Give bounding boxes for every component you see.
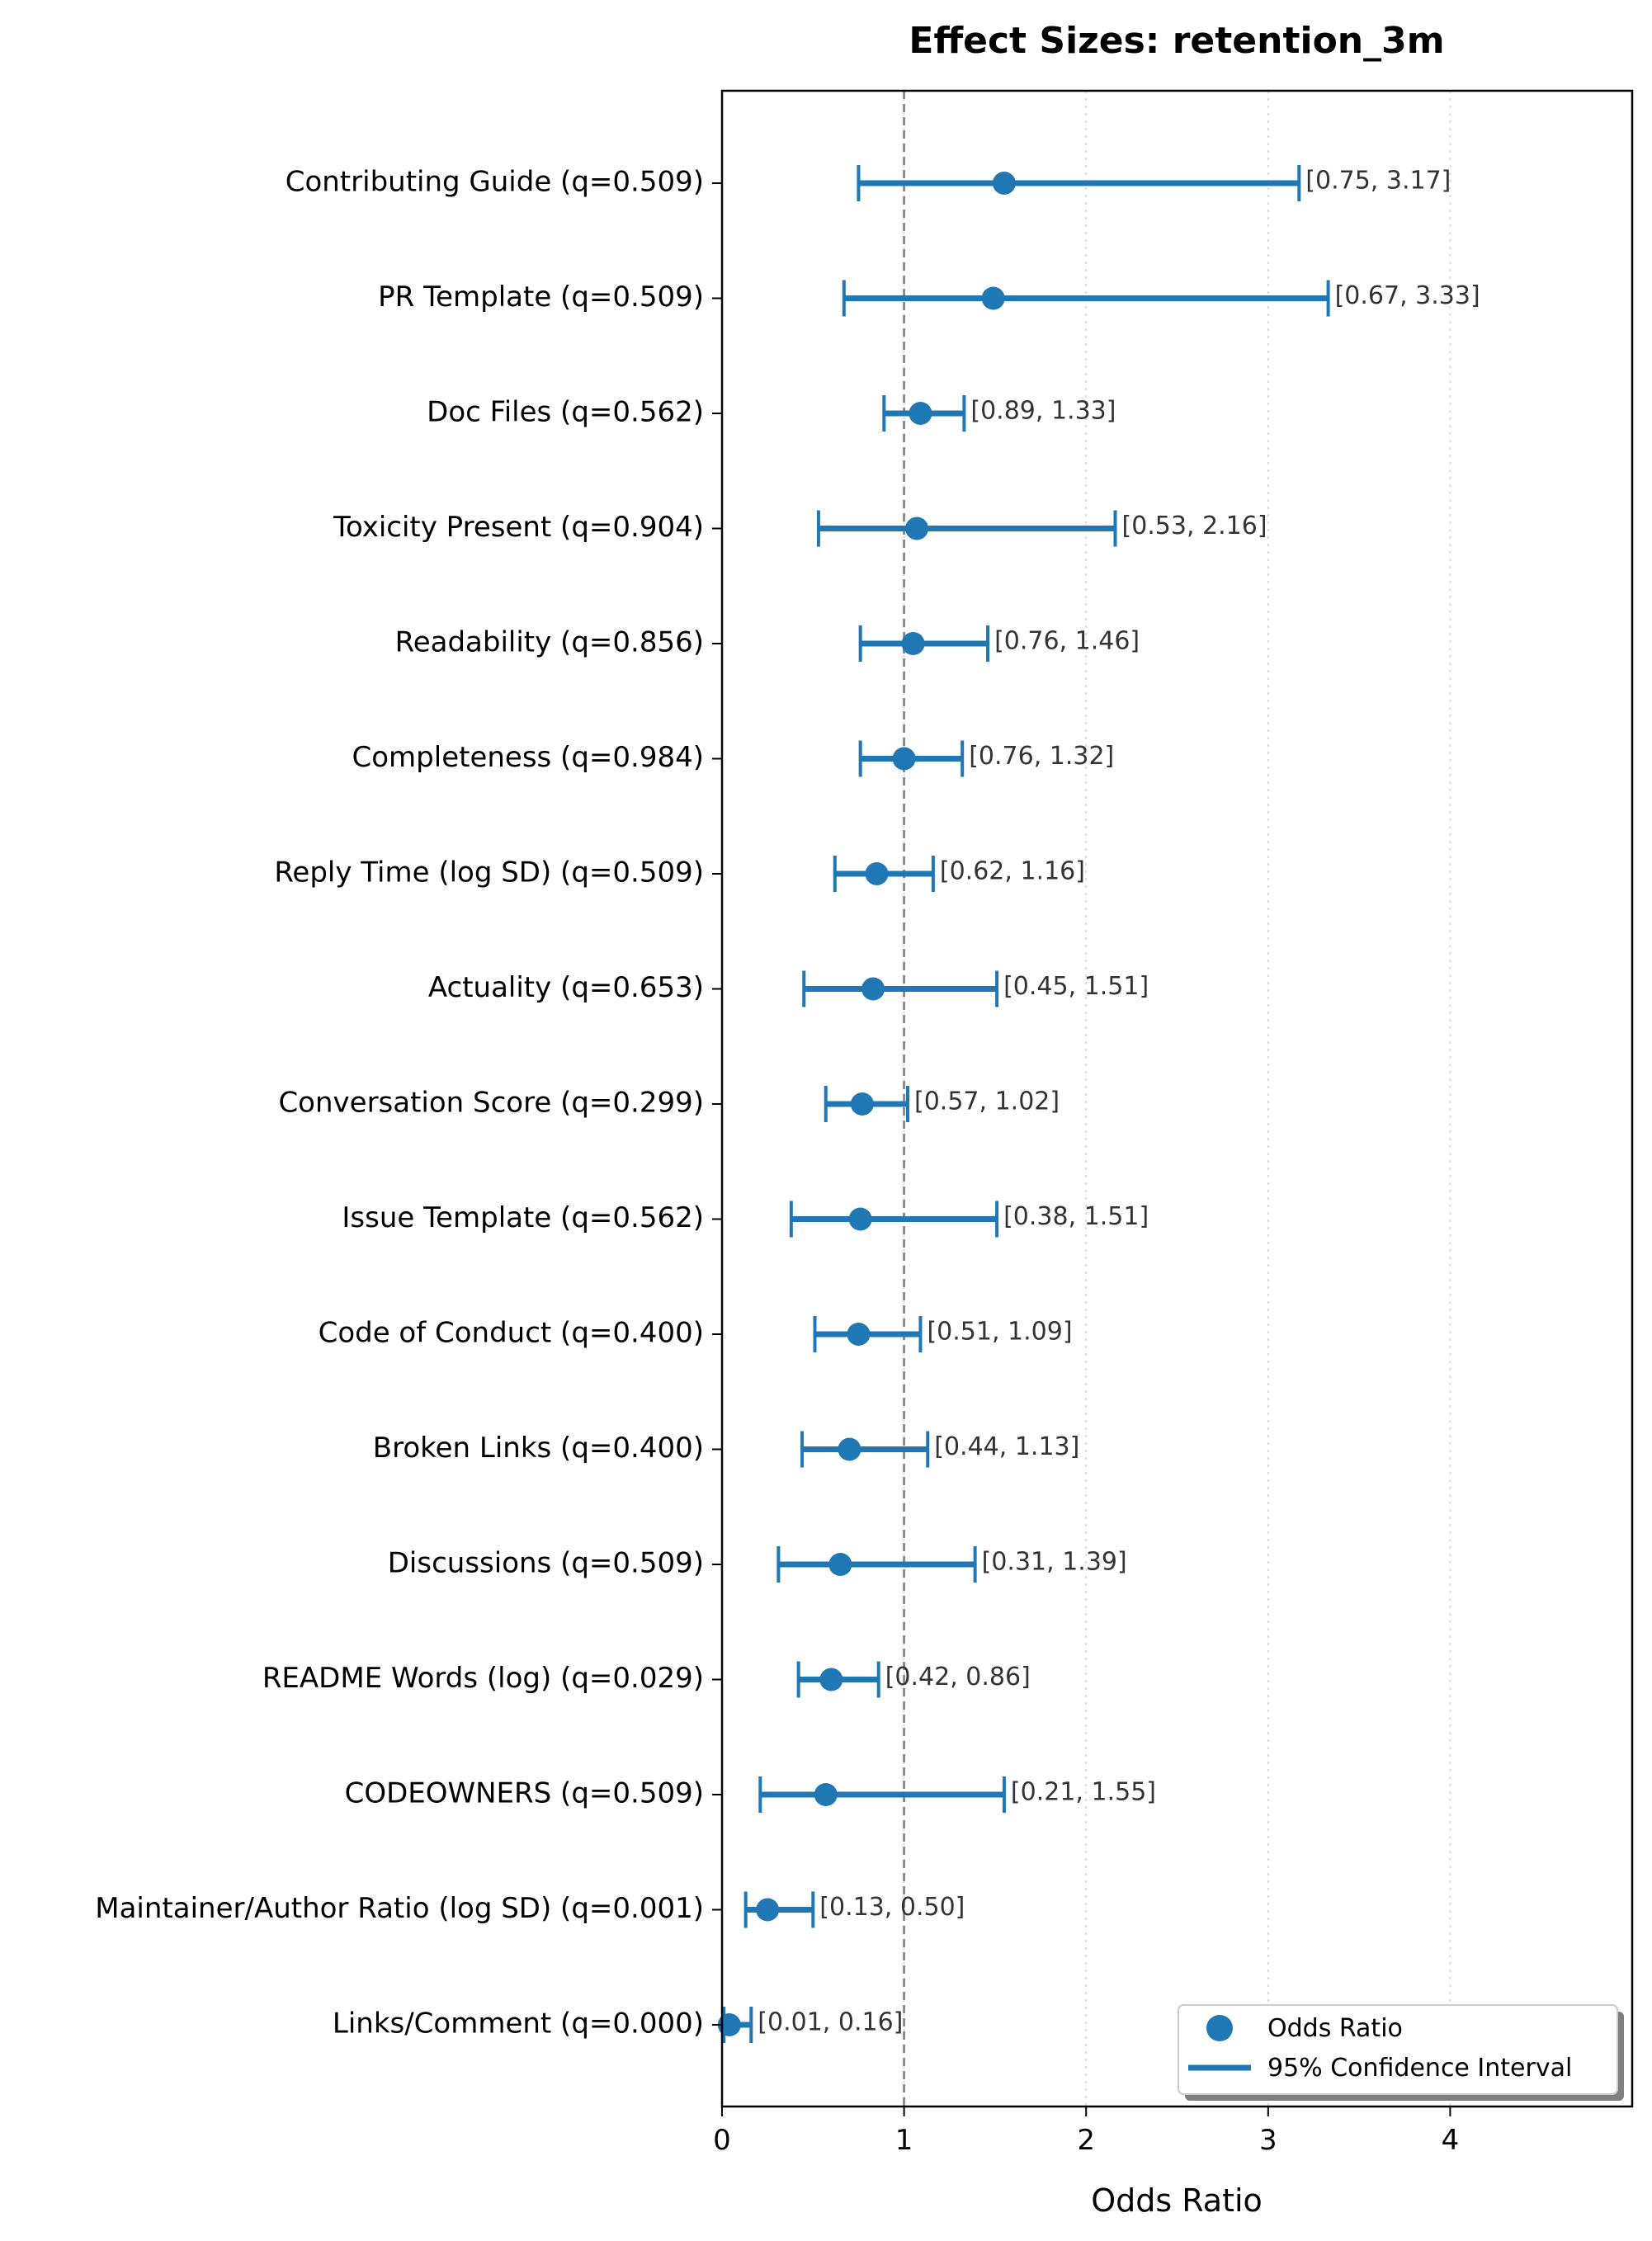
chart-title: Effect Sizes: retention_3m — [909, 20, 1444, 62]
row-label: Conversation Score (q=0.299) — [278, 1087, 704, 1120]
odds-ratio-point — [838, 1437, 861, 1461]
odds-ratio-point — [981, 286, 1005, 310]
x-tick-label: 3 — [1259, 2124, 1277, 2157]
odds-ratio-point — [892, 747, 916, 771]
row-label: Broken Links (q=0.400) — [373, 1432, 704, 1465]
ci-text: [0.67, 3.33] — [1335, 281, 1480, 310]
row-label: Reply Time (log SD) (q=0.509) — [274, 856, 704, 889]
row-label: README Words (log) (q=0.029) — [262, 1662, 704, 1695]
odds-ratio-point — [909, 402, 932, 425]
plot-frame — [720, 89, 1634, 2108]
row-label: Completeness (q=0.984) — [352, 741, 705, 774]
odds-ratio-point — [847, 1323, 871, 1346]
ci-text: [0.76, 1.32] — [969, 742, 1114, 771]
odds-ratio-point — [848, 1207, 872, 1231]
odds-ratio-point — [861, 977, 885, 1001]
legend-point-label: Odds Ratio — [1267, 2014, 1403, 2043]
odds-ratio-point — [756, 1898, 780, 1922]
row-label: Code of Conduct (q=0.400) — [319, 1317, 704, 1350]
row-label: Links/Comment (q=0.000) — [333, 2007, 704, 2040]
ci-text: [0.31, 1.39] — [982, 1548, 1127, 1577]
x-tick-label: 2 — [1077, 2124, 1095, 2157]
odds-ratio-point — [905, 517, 929, 540]
row-label: Actuality (q=0.653) — [428, 971, 704, 1004]
x-tick-label: 4 — [1442, 2124, 1460, 2157]
legend-point-marker — [1206, 2015, 1233, 2041]
ci-text: [0.21, 1.55] — [1011, 1778, 1156, 1807]
odds-ratio-point — [717, 2013, 741, 2036]
legend-line-label: 95% Confidence Interval — [1267, 2054, 1572, 2083]
ci-text: [0.45, 1.51] — [1003, 972, 1149, 1001]
row-label: Discussions (q=0.509) — [388, 1547, 704, 1580]
x-tick-label: 0 — [713, 2124, 731, 2157]
ci-text: [0.75, 3.17] — [1305, 167, 1451, 196]
y-axis: Contributing Guide (q=0.509) PR Template … — [95, 166, 722, 2040]
x-tick-label: 1 — [895, 2124, 913, 2157]
ci-text: [0.42, 0.86] — [885, 1663, 1031, 1691]
row-label: Readability (q=0.856) — [395, 626, 704, 659]
ci-text: [0.89, 1.33] — [970, 397, 1116, 426]
ci-text: [0.53, 2.16] — [1121, 512, 1267, 540]
legend-box — [1178, 2004, 1618, 2095]
odds-ratio-point — [828, 1553, 852, 1576]
odds-ratio-points — [717, 172, 1016, 2036]
row-label: Issue Template (q=0.562) — [342, 1201, 704, 1234]
x-axis-label: Odds Ratio — [1091, 2182, 1263, 2219]
odds-ratio-point — [901, 632, 925, 655]
ci-text: [0.57, 1.02] — [914, 1087, 1060, 1116]
x-axis: 0 1 2 3 4 — [713, 2107, 1459, 2157]
odds-ratio-point — [992, 172, 1016, 195]
ci-annotations: [0.75, 3.17] [0.67, 3.33] [0.89, 1.33] [0.5… — [758, 167, 1480, 2037]
odds-ratio-point — [850, 1092, 874, 1116]
ci-text: [0.01, 0.16] — [758, 2008, 903, 2037]
row-label: Maintainer/Author Ratio (log SD) (q=0.00… — [95, 1892, 704, 1925]
ci-text: [0.76, 1.46] — [994, 627, 1140, 656]
confidence-intervals — [722, 165, 1330, 2043]
ci-text: [0.13, 0.50] — [819, 1893, 965, 1922]
row-label: PR Template (q=0.509) — [378, 281, 704, 314]
row-label: Toxicity Present (q=0.904) — [333, 511, 704, 544]
ci-text: [0.62, 1.16] — [940, 857, 1085, 886]
row-label: Contributing Guide (q=0.509) — [286, 166, 704, 199]
ci-text: [0.44, 1.13] — [934, 1432, 1079, 1461]
row-label: Doc Files (q=0.562) — [427, 396, 704, 429]
odds-ratio-point — [819, 1668, 843, 1691]
ci-text: [0.51, 1.09] — [927, 1318, 1072, 1347]
odds-ratio-point — [865, 862, 889, 885]
row-label: CODEOWNERS (q=0.509) — [345, 1777, 704, 1810]
legend: Odds Ratio 95% Confidence Interval — [1178, 2004, 1624, 2101]
odds-ratio-point — [814, 1783, 838, 1806]
ci-text: [0.38, 1.51] — [1003, 1202, 1149, 1231]
